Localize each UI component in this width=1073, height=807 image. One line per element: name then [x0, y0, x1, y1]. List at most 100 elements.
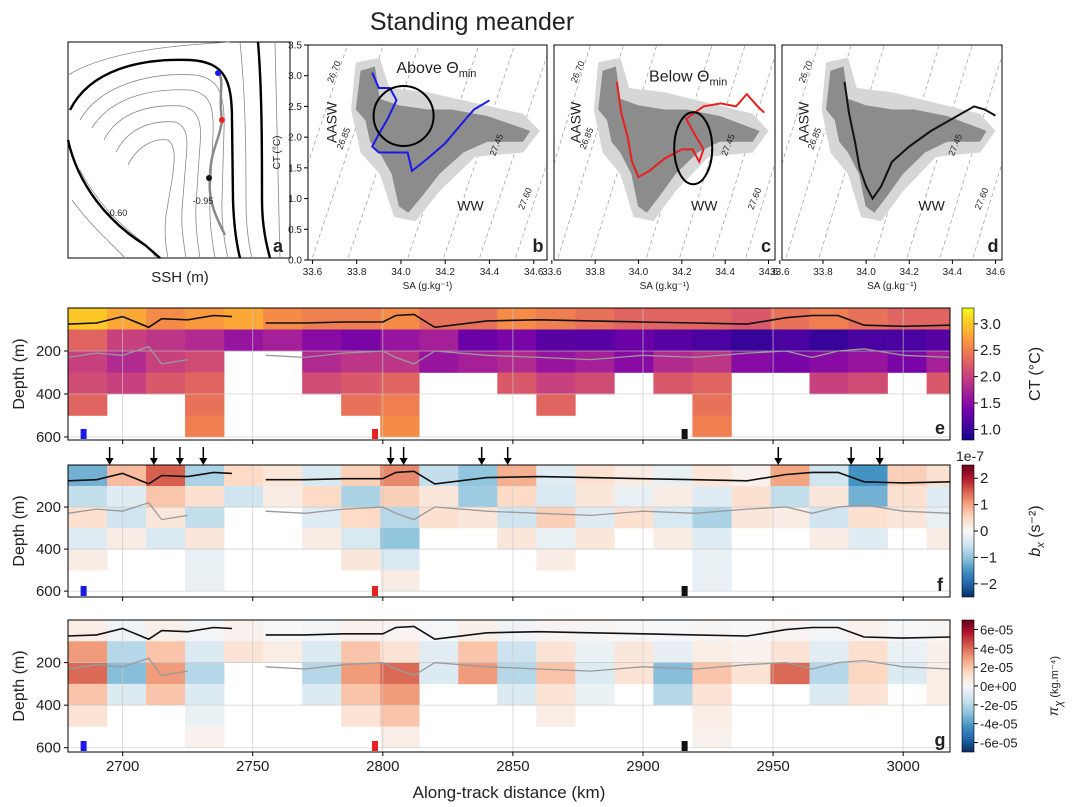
heatmap-cell — [848, 329, 888, 352]
heatmap-cell — [575, 372, 615, 395]
contour-label: -0.95 — [193, 196, 214, 206]
colorbar — [961, 464, 975, 598]
colorbar-tick-label: 4e-05 — [980, 641, 1013, 656]
y-axis-label: Depth (m) — [11, 338, 28, 409]
front-arrow — [399, 447, 408, 465]
heatmap-cell — [770, 486, 810, 508]
heatmap-cell — [302, 641, 342, 663]
plot-area — [554, 45, 775, 260]
heatmap-cell — [614, 486, 654, 508]
heatmap-cell — [848, 641, 888, 663]
heatmap-cell — [692, 415, 732, 438]
x-axis-label: Along-track distance (km) — [413, 783, 606, 802]
heatmap-cell — [380, 528, 420, 550]
heatmap-cell — [302, 329, 342, 352]
heatmap-cell — [536, 507, 576, 529]
arrow-head — [774, 458, 783, 465]
isopycnal — [817, 45, 885, 260]
y-tick-label: 400 — [36, 386, 61, 403]
heatmap-cell — [536, 350, 576, 373]
heatmap-cell — [146, 528, 186, 550]
heatmap-cell — [575, 486, 615, 508]
heatmap-cell — [536, 683, 576, 706]
heatmap-cell — [107, 683, 147, 706]
heatmap-cell — [926, 528, 950, 550]
heatmap-cell — [770, 662, 810, 685]
heatmap-cell — [731, 465, 771, 487]
heatmap-cell — [68, 528, 108, 550]
front-arrow — [105, 447, 114, 465]
heatmap-cell — [848, 620, 888, 642]
heatmap-cell — [926, 329, 950, 352]
heatmap-cell — [419, 507, 459, 529]
heatmap-cell — [575, 308, 615, 330]
heatmap-cell — [926, 662, 950, 685]
heatmap-cell — [848, 683, 888, 706]
heatmap-cell — [926, 507, 950, 529]
colorbar-tick-label: −2 — [980, 576, 997, 593]
heatmap-cell — [536, 329, 576, 352]
heatmap-cell — [497, 308, 537, 330]
heatmap-cell — [770, 465, 810, 487]
heatmap-cell — [497, 507, 537, 529]
x-tick-label: 34.4 — [480, 267, 500, 278]
heatmap-cell — [848, 507, 888, 529]
colorbar-tick-label: 2.0 — [980, 369, 1001, 386]
x-tick-label: 2850 — [496, 758, 529, 775]
front-arrow — [503, 447, 512, 465]
heatmap-cell — [497, 465, 537, 487]
arrow-head — [199, 458, 208, 465]
x-tick-label: 33.8 — [585, 267, 605, 278]
heatmap-cell — [68, 705, 108, 727]
heatmap-cell — [380, 308, 420, 330]
colorbar-tick-label: -4e-05 — [980, 717, 1018, 732]
heatmap-cell — [68, 641, 108, 663]
heatmap-cell — [809, 662, 849, 685]
colorbar-tick-label: 0e+00 — [980, 679, 1017, 694]
heatmap-cell — [614, 465, 654, 487]
heatmap-cell — [848, 662, 888, 685]
heatmap-cell — [341, 329, 381, 352]
x-tick-label: 2750 — [236, 758, 269, 775]
heatmap-cell — [185, 507, 225, 529]
heatmap-cell — [731, 641, 771, 663]
heatmap-cell — [770, 507, 810, 529]
heatmap-cell — [224, 465, 264, 487]
x-tick-label: 34.4 — [943, 267, 963, 278]
heatmap-cell — [575, 528, 615, 550]
heatmap-cell — [146, 507, 186, 529]
heatmap-cell — [809, 507, 849, 529]
heatmap-cell — [809, 372, 849, 395]
panel-label: a — [273, 236, 284, 256]
heatmap-cell — [692, 308, 732, 330]
track-marker — [206, 175, 212, 181]
front-arrow — [149, 447, 158, 465]
heatmap-cell — [497, 683, 537, 706]
heatmap-cell — [614, 662, 654, 685]
arrow-head — [399, 458, 408, 465]
heatmap-cell — [770, 350, 810, 373]
heatmap-cell — [68, 329, 108, 352]
heatmap-cell — [458, 641, 498, 663]
heatmap-cell — [419, 329, 459, 352]
front-arrow — [774, 447, 783, 465]
colorbar-tick-label: 2e-05 — [980, 660, 1013, 675]
heatmap-cell — [653, 465, 693, 487]
y-tick-label: 1.5 — [288, 163, 302, 174]
heatmap-cell — [536, 641, 576, 663]
heatmap-cell — [380, 393, 420, 416]
map-thick-contours — [66, 41, 272, 259]
heatmap-cell — [926, 683, 950, 706]
heatmap-cell — [380, 641, 420, 663]
heatmap-cell — [458, 662, 498, 685]
front-arrow — [386, 447, 395, 465]
heatmap-cell — [653, 620, 693, 642]
arrow-head — [149, 458, 158, 465]
front-arrow — [477, 447, 486, 465]
heatmap-cell — [848, 486, 888, 508]
map-panel — [66, 41, 291, 259]
x-axis-label: SA (g.kg⁻¹) — [403, 281, 453, 292]
heatmap-cell — [614, 329, 654, 352]
profile-line — [843, 81, 996, 201]
heatmap-cell — [419, 662, 459, 685]
